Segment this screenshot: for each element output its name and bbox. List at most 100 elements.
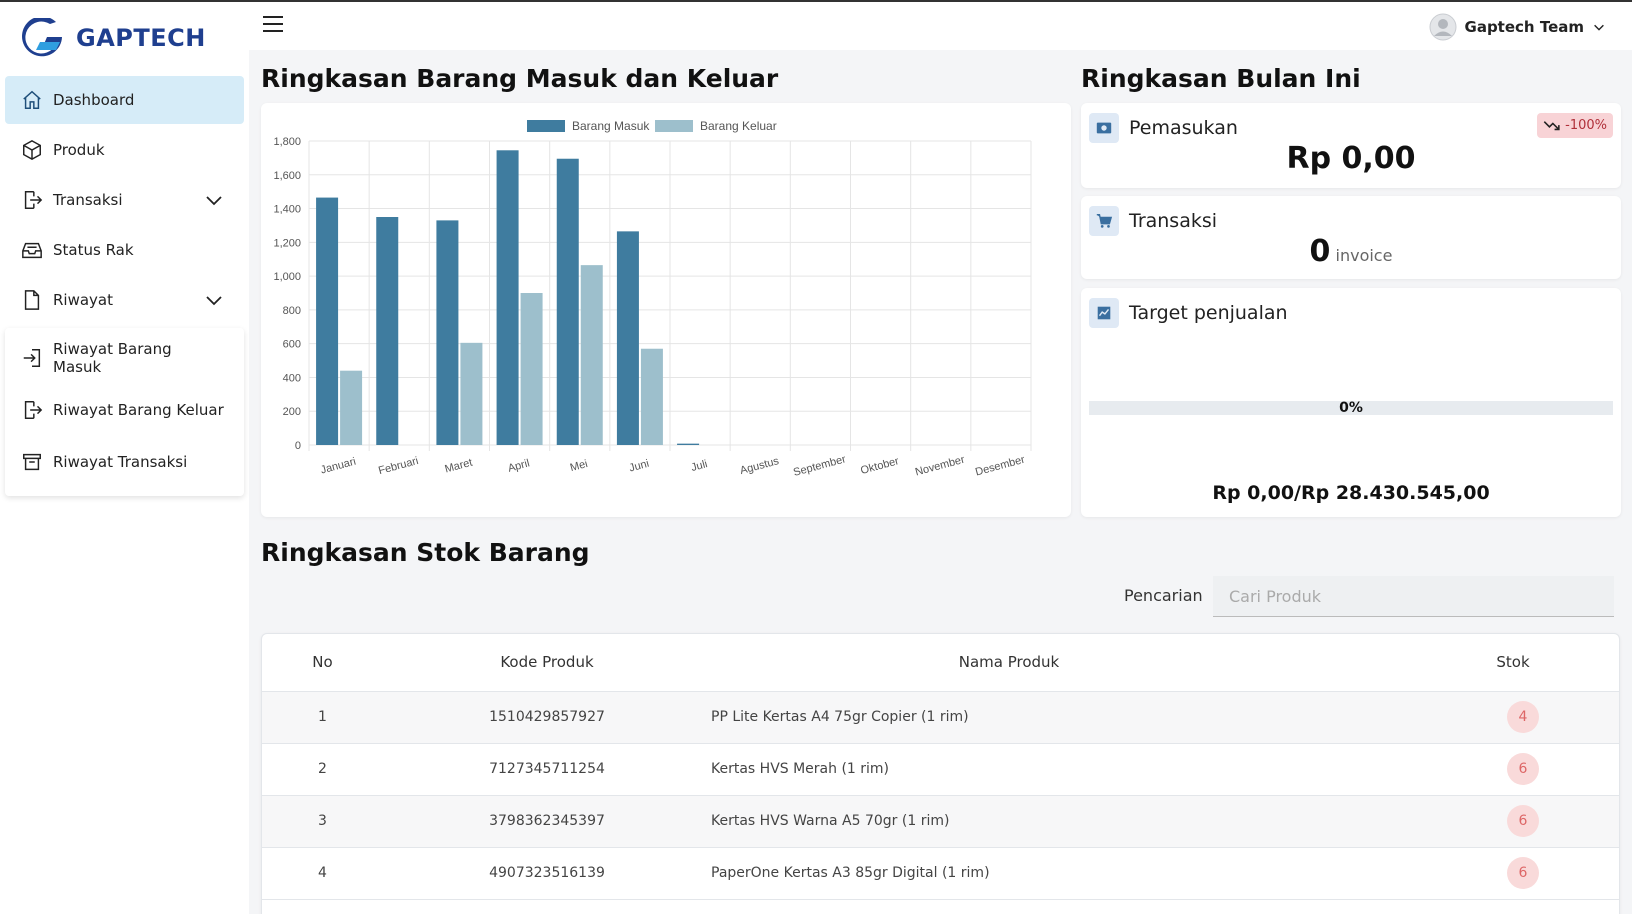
bar-barang-keluar [460,342,483,445]
sidebar: GAPTECH Dashboard Produk Transaksi [0,2,249,914]
search-label: Pencarian [1124,586,1203,605]
inbox-icon [22,242,42,259]
sidebar-item-status-rak[interactable]: Status Rak [5,226,244,274]
y-tick-label: 1,000 [273,271,301,283]
product-search-input[interactable] [1213,576,1614,617]
chart-section-title: Ringkasan Barang Masuk dan Keluar [261,64,779,93]
y-tick-label: 0 [295,440,301,452]
sales-target-card-header: Target penjualan [1089,298,1288,328]
sidebar-item-riwayat[interactable]: Riwayat [5,276,244,324]
y-tick-label: 800 [283,305,301,317]
cell-no: 3 [262,795,383,848]
chevron-down-icon[interactable] [204,190,224,210]
table-row[interactable]: 2 7127345711254 Kertas HVS Merah (1 rim)… [262,743,1619,796]
column-header-no[interactable]: No [262,634,383,692]
user-name: Gaptech Team [1464,18,1584,36]
cell-stok: 4 [1407,691,1619,744]
chevron-down-icon[interactable] [204,290,224,310]
table-row[interactable]: 4 4907323516139 PaperOne Kertas A3 85gr … [262,847,1619,900]
bar-chart-card: 0 200 400 600 800 1,000 1,200 1,400 1,600 1,800 Ja… [261,103,1071,517]
table-row[interactable]: 1 1510429857927 PP Lite Kertas A4 75gr C… [262,691,1619,744]
y-tick-label: 1,800 [273,136,301,148]
stock-table-card: No Kode Produk Nama Produk Stok 1 151042… [261,633,1620,914]
bar-barang-masuk [436,220,459,445]
x-tick-label: Juli [690,458,709,474]
cell-no: 4 [262,847,383,900]
sidebar-item-transaksi[interactable]: Transaksi [5,176,244,224]
column-header-stok[interactable]: Stok [1407,634,1619,692]
stock-badge: 6 [1507,753,1539,785]
sidebar-item-label: Produk [53,141,105,159]
sidebar-item-produk[interactable]: Produk [5,126,244,174]
x-tick-label: September [792,453,847,479]
bar-chart: 0 200 400 600 800 1,000 1,200 1,400 1,600 1,800 Ja… [273,119,1032,479]
cell-kode-produk: 7127345711254 [383,743,711,796]
bar-barang-keluar [340,370,363,445]
sales-target-amount: Rp 0,00/Rp 28.430.545,00 [1212,482,1490,504]
cell-kode-produk: 4907323516139 [383,847,711,900]
chevron-down-icon [1594,24,1604,31]
brand-logo[interactable]: GAPTECH [0,2,249,74]
gaptech-logo-icon [22,18,62,57]
column-header-kode-produk[interactable]: Kode Produk [383,634,711,692]
menu-toggle-icon[interactable] [263,16,283,34]
money-icon [1089,113,1119,143]
cell-no: 2 [262,743,383,796]
cell-stok: 6 [1407,795,1619,848]
x-tick-label: November [914,454,966,479]
income-card: Pemasukan -100% Rp 0,00 [1081,103,1621,188]
table-header-row: No Kode Produk Nama Produk Stok [262,634,1619,692]
column-header-nama-produk[interactable]: Nama Produk [711,634,1407,692]
topbar: Gaptech Team [249,2,1632,50]
user-menu[interactable]: Gaptech Team [1429,13,1606,41]
income-value: Rp 0,00 [1286,141,1416,176]
income-change-badge: -100% [1537,113,1613,138]
income-card-header: Pemasukan [1089,113,1238,143]
sidebar-item-riwayat-barang-keluar[interactable]: Riwayat Barang Keluar [5,384,244,436]
sidebar-item-dashboard[interactable]: Dashboard [5,76,244,124]
y-tick-label: 1,600 [273,170,301,182]
transactions-value: 0 invoice [1081,234,1621,269]
sidebar-item-riwayat-barang-masuk[interactable]: Riwayat Barang Masuk [5,332,244,384]
x-tick-label: April [507,457,531,474]
sidebar-item-label: Riwayat [53,291,113,309]
cell-nama-produk: Kertas HVS Warna A5 70gr (1 rim) [711,795,1407,848]
cart-icon [1089,206,1119,236]
x-tick-label: Desember [974,454,1026,479]
cell-kode-produk: 1510429857927 [383,691,711,744]
sidebar-item-riwayat-transaksi[interactable]: Riwayat Transaksi [5,436,244,488]
transactions-label: Transaksi [1129,210,1218,232]
x-tick-label: Januari [319,456,357,477]
bar-barang-keluar [520,293,543,445]
x-tick-label: Agustus [739,455,781,477]
summary-section-title: Ringkasan Bulan Ini [1081,64,1361,93]
legend-swatch [655,120,693,132]
riwayat-submenu: Riwayat Barang Masuk Riwayat Barang Kelu… [5,328,244,496]
cell-kode-produk: 3798362345397 [383,795,711,848]
logout-icon [24,401,43,419]
legend-label: Barang Masuk [572,119,650,133]
legend-label: Barang Keluar [700,119,777,133]
stock-section-title: Ringkasan Stok Barang [261,538,590,567]
sales-target-percent: 0% [1339,400,1363,416]
stock-badge: 6 [1507,805,1539,837]
y-tick-label: 200 [283,406,301,418]
cell-stok: 6 [1407,743,1619,796]
bar-barang-keluar [580,265,603,445]
stock-badge: 4 [1507,701,1539,733]
bar-barang-masuk [316,197,339,445]
sales-target-progress-bar: 0% [1089,401,1613,415]
cell-no: 1 [262,691,383,744]
box-icon [23,139,41,161]
table-row[interactable]: 3 3798362345397 Kertas HVS Warna A5 70gr… [262,795,1619,848]
sales-target-label: Target penjualan [1129,302,1288,324]
x-tick-label: Mei [569,458,589,474]
stock-badge: 6 [1507,857,1539,889]
y-tick-label: 1,400 [273,204,301,216]
bar-barang-masuk [616,231,639,445]
x-tick-label: Juni [628,458,651,475]
income-change-value: -100% [1565,118,1607,133]
exit-icon [24,191,43,209]
y-tick-label: 600 [283,339,301,351]
transactions-card-header: Transaksi [1089,206,1217,236]
